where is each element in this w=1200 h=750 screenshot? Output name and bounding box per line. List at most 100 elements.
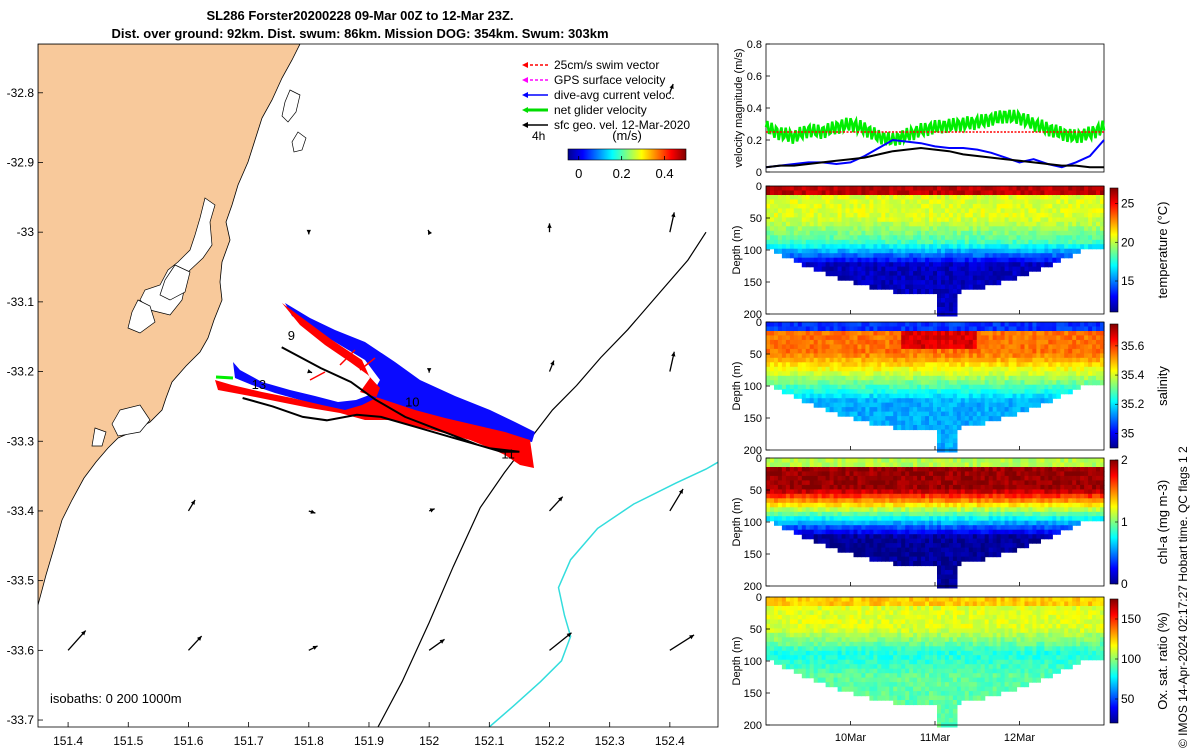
section-cell [1068, 335, 1073, 341]
section-cell [960, 280, 966, 286]
section-cell [929, 516, 934, 522]
section-cell [789, 253, 795, 259]
section-cell [913, 475, 918, 481]
section-cell [1068, 380, 1073, 386]
section-cell [952, 289, 958, 295]
section-cell [925, 208, 930, 214]
section-cell [881, 271, 886, 277]
section-cell [889, 538, 894, 544]
section-cell [813, 239, 819, 245]
section-cell [1096, 217, 1101, 223]
section-cell [929, 547, 934, 553]
section-cell [988, 280, 994, 286]
section-cell [968, 362, 974, 368]
section-cell [921, 516, 926, 522]
section-cell [905, 248, 910, 254]
map-xtick-label: 151.9 [354, 734, 384, 748]
section-cell [948, 339, 954, 345]
section-cell [972, 203, 978, 209]
section-cell [921, 402, 926, 408]
section-cell [968, 407, 974, 413]
section-cell [861, 335, 866, 341]
section-cell [1076, 199, 1081, 205]
section-cell [992, 266, 998, 272]
section-cell [952, 570, 958, 576]
section-cell [1000, 326, 1006, 332]
section-cell [845, 266, 851, 272]
section-cell [952, 331, 958, 337]
section-cell [960, 398, 966, 404]
section-cell [805, 348, 811, 354]
section-cell [976, 253, 982, 259]
section-cell [889, 502, 894, 508]
section-cell [861, 322, 866, 328]
section-cell [813, 257, 819, 263]
section-cell [909, 561, 914, 567]
legend-entry: GPS surface velocity [554, 73, 665, 87]
section-cell [1056, 195, 1061, 201]
section-cell [770, 326, 775, 332]
section-cell [881, 362, 886, 368]
section-cell [1000, 208, 1006, 214]
section-cell [952, 467, 958, 473]
section-cell [944, 284, 950, 290]
section-cell [1012, 275, 1018, 281]
section-cell [805, 507, 811, 513]
section-cell [857, 411, 863, 417]
section-cell [817, 511, 823, 517]
section-cell [1012, 344, 1018, 350]
section-cell [897, 484, 902, 490]
section-cell [972, 511, 978, 517]
section-cell [829, 502, 835, 508]
section-cell [809, 484, 815, 490]
section-cell [1088, 371, 1093, 377]
section-cell [817, 339, 823, 345]
section-cell [917, 271, 922, 277]
section-cell [933, 525, 938, 531]
section-cell [789, 362, 795, 368]
section-cell [925, 230, 930, 236]
section-cell [1068, 339, 1073, 345]
section-cell [980, 353, 986, 359]
section-cell [956, 226, 962, 232]
section-cell [944, 425, 950, 431]
section-cell [801, 475, 807, 481]
section-cell [825, 525, 831, 531]
section-cell [956, 375, 962, 381]
section-cell [992, 217, 998, 223]
section-cell [897, 190, 902, 196]
section-cell [797, 462, 803, 468]
section-cell [972, 221, 978, 227]
section-cell [1012, 226, 1018, 232]
section-cell [1028, 262, 1033, 268]
section-cell [913, 467, 918, 473]
section-cell [1096, 331, 1101, 337]
section-cell [877, 322, 882, 328]
section-cell [889, 520, 894, 526]
section-cell [841, 326, 847, 332]
section-cell [956, 275, 962, 281]
section-cell [972, 484, 978, 490]
section-cell [881, 253, 886, 259]
section-cell [785, 380, 791, 386]
section-cell [992, 362, 998, 368]
section-cell [865, 322, 870, 328]
section-cell [909, 375, 914, 381]
section-cell [805, 208, 811, 214]
section-cell [925, 552, 930, 558]
section-cell [996, 271, 1002, 277]
section-cell [829, 257, 835, 263]
section-cell [905, 498, 910, 504]
section-cell [984, 221, 990, 227]
section-cell [774, 380, 779, 386]
section-cell [805, 344, 811, 350]
section-cell [933, 502, 938, 508]
section-cell [1060, 226, 1065, 232]
section-cell [913, 371, 918, 377]
section-cell [885, 262, 890, 268]
section-cell [865, 208, 870, 214]
section-cell [909, 502, 914, 508]
section-cell [841, 199, 847, 205]
section-cell [921, 511, 926, 517]
